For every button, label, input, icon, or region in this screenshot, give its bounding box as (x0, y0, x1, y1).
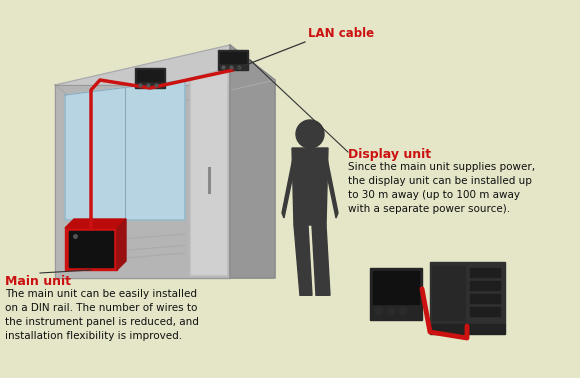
Polygon shape (470, 307, 500, 316)
Polygon shape (218, 50, 248, 70)
Polygon shape (292, 148, 328, 225)
Polygon shape (65, 219, 126, 228)
Polygon shape (470, 294, 500, 303)
Text: Since the main unit supplies power,
the display unit can be installed up
to 30 m: Since the main unit supplies power, the … (348, 162, 535, 214)
Circle shape (375, 307, 383, 315)
Polygon shape (137, 70, 163, 81)
Polygon shape (65, 228, 117, 270)
Polygon shape (65, 80, 185, 220)
Text: The main unit can be easily installed
on a DIN rail. The number of wires to
the : The main unit can be easily installed on… (5, 289, 199, 341)
Polygon shape (324, 153, 338, 218)
Circle shape (399, 307, 407, 315)
Polygon shape (190, 68, 228, 276)
Text: Display unit: Display unit (348, 148, 431, 161)
Polygon shape (430, 262, 505, 324)
Polygon shape (69, 231, 113, 267)
Polygon shape (282, 153, 296, 218)
Circle shape (387, 307, 395, 315)
Polygon shape (230, 45, 275, 278)
Polygon shape (55, 85, 230, 278)
Polygon shape (135, 68, 165, 88)
Text: Main unit: Main unit (5, 275, 71, 288)
Polygon shape (117, 219, 126, 270)
Circle shape (296, 120, 324, 148)
Polygon shape (432, 266, 465, 320)
Polygon shape (312, 225, 330, 295)
Polygon shape (220, 52, 246, 63)
Polygon shape (370, 268, 422, 320)
Polygon shape (55, 45, 275, 120)
Polygon shape (373, 271, 419, 304)
Polygon shape (294, 225, 312, 295)
Polygon shape (430, 324, 505, 334)
Polygon shape (470, 281, 500, 290)
Polygon shape (470, 268, 500, 277)
Text: LAN cable: LAN cable (308, 27, 374, 40)
